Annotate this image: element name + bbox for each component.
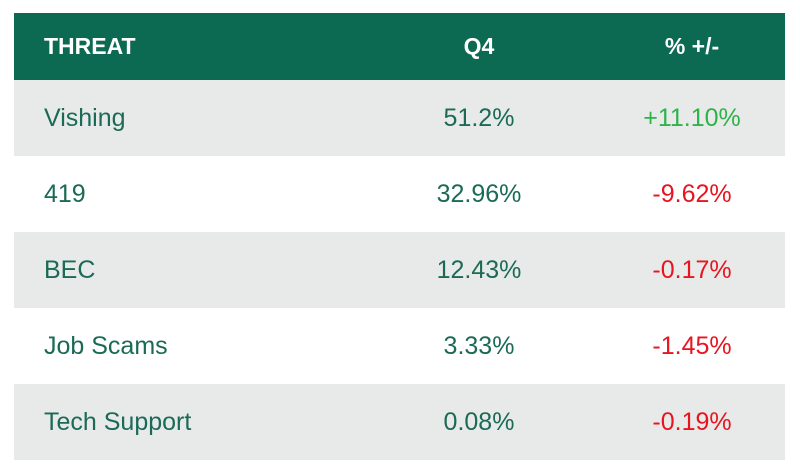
header-change: % +/- <box>664 33 720 59</box>
change-value: -0.17% <box>652 255 732 284</box>
threat-name: Job Scams <box>44 331 168 360</box>
threat-name: Vishing <box>44 103 126 132</box>
q4-value: 0.08% <box>443 407 515 436</box>
q4-value: 51.2% <box>443 103 515 132</box>
table-row: Vishing 51.2% +11.10% <box>14 80 785 156</box>
change-value: -1.45% <box>652 331 732 360</box>
change-value: -9.62% <box>652 179 732 208</box>
change-value: -0.19% <box>652 407 732 436</box>
header-threat: THREAT <box>44 33 136 59</box>
table-row: 419 32.96% -9.62% <box>14 156 785 232</box>
table-row: Job Scams 3.33% -1.45% <box>14 308 785 384</box>
threat-name: Tech Support <box>44 407 192 436</box>
header-q4: Q4 <box>463 33 495 59</box>
threat-name: 419 <box>44 179 86 208</box>
table-row: Tech Support 0.08% -0.19% <box>14 384 785 460</box>
q4-value: 3.33% <box>443 331 515 360</box>
change-value: +11.10% <box>643 103 741 132</box>
threat-table: THREAT Q4 % +/- Vishing 51.2% +11.10% 41… <box>14 13 785 460</box>
threat-name: BEC <box>44 255 96 284</box>
table-header-row: THREAT Q4 % +/- <box>14 13 785 80</box>
q4-value: 12.43% <box>436 255 522 284</box>
table-row: BEC 12.43% -0.17% <box>14 232 785 308</box>
q4-value: 32.96% <box>436 179 522 208</box>
